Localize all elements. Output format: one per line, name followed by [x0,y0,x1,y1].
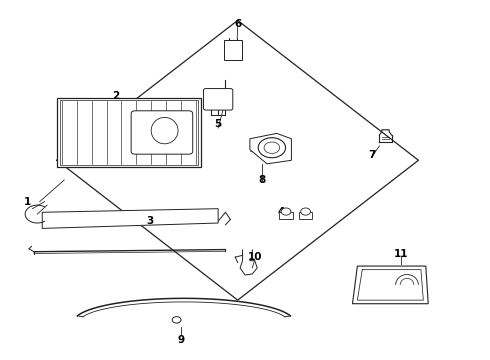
Text: 11: 11 [394,248,409,258]
Text: 10: 10 [247,252,262,262]
Polygon shape [42,209,218,228]
Bar [224,40,242,60]
FancyBboxPatch shape [203,89,233,110]
Text: 5: 5 [215,120,222,129]
Text: 9: 9 [178,334,185,345]
Circle shape [301,208,311,215]
Text: 7: 7 [368,150,376,160]
FancyBboxPatch shape [131,111,193,154]
Text: 2: 2 [112,91,119,101]
Bar [60,100,198,165]
Text: 3: 3 [146,216,153,226]
Text: 8: 8 [259,175,266,185]
Polygon shape [352,266,428,304]
Bar [279,212,293,220]
Polygon shape [250,134,292,164]
Circle shape [172,317,181,323]
Text: 6: 6 [234,19,241,29]
Circle shape [258,138,286,158]
Bar [57,98,201,167]
Text: 1: 1 [24,197,31,207]
Text: 4: 4 [278,207,285,217]
Circle shape [264,142,280,153]
Circle shape [281,208,291,215]
Bar [299,212,313,220]
